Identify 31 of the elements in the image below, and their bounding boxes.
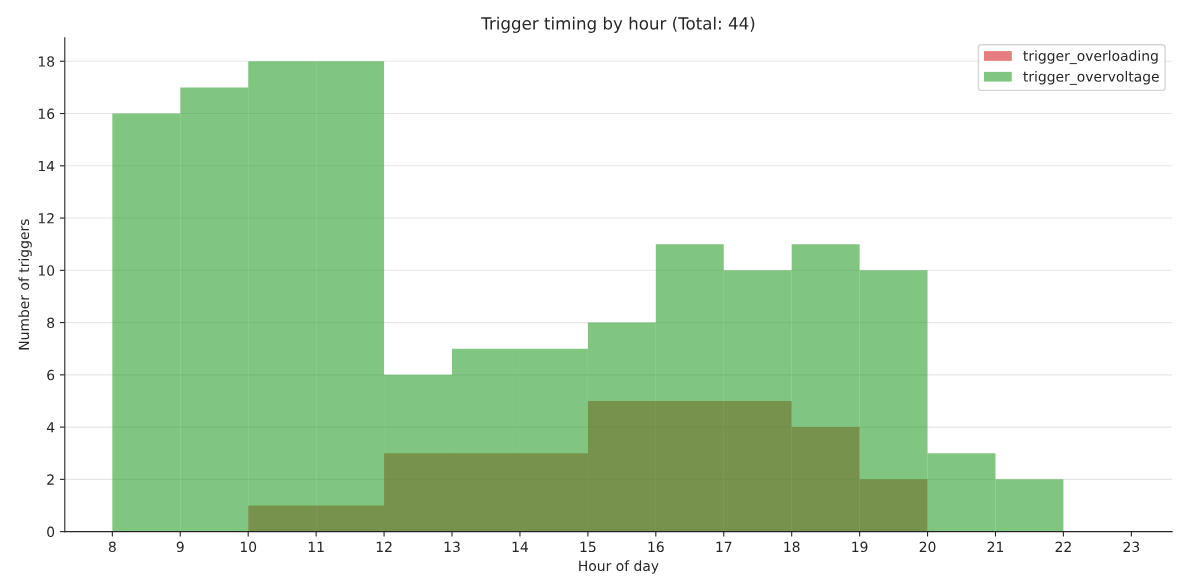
x-tick-label: 12 <box>376 541 392 552</box>
y-tick-label: 14 <box>38 160 55 172</box>
legend-label: trigger_overloading <box>1023 50 1158 65</box>
y-tick-label: 0 <box>47 526 55 538</box>
x-tick-label: 8 <box>108 541 116 553</box>
x-tick-label: 10 <box>240 541 257 553</box>
x-tick-label: 22 <box>1055 541 1071 552</box>
x-tick-label: 14 <box>512 541 528 552</box>
x-tick-label: 16 <box>648 541 664 553</box>
x-tick-label: 23 <box>1123 541 1140 553</box>
y-tick-label: 16 <box>38 108 55 120</box>
x-tick-label: 21 <box>987 541 1004 552</box>
x-tick-label: 17 <box>716 541 732 552</box>
x-tick-label: 18 <box>784 541 800 553</box>
y-tick-label: 4 <box>46 422 55 433</box>
x-tick-label: 20 <box>919 541 936 553</box>
y-tick-label: 8 <box>47 317 55 329</box>
legend-label: trigger_overvoltage <box>1023 71 1159 85</box>
y-tick-label: 18 <box>38 56 55 67</box>
x-tick-label: 15 <box>580 541 596 553</box>
y-tick-label: 12 <box>38 213 54 224</box>
y-tick-label: 10 <box>38 265 55 276</box>
y-axis-title: Number of triggers <box>18 219 32 350</box>
y-tick-label: 2 <box>47 474 54 485</box>
x-tick-label: 13 <box>444 541 460 553</box>
x-tick-label: 11 <box>308 541 324 552</box>
y-tick-label: 6 <box>47 369 55 381</box>
x-axis-title: Hour of day <box>579 560 659 574</box>
chart-title: Trigger timing by hour (Total: 44) <box>481 16 755 33</box>
x-tick-label: 19 <box>852 541 868 553</box>
x-tick-label: 9 <box>176 541 184 553</box>
